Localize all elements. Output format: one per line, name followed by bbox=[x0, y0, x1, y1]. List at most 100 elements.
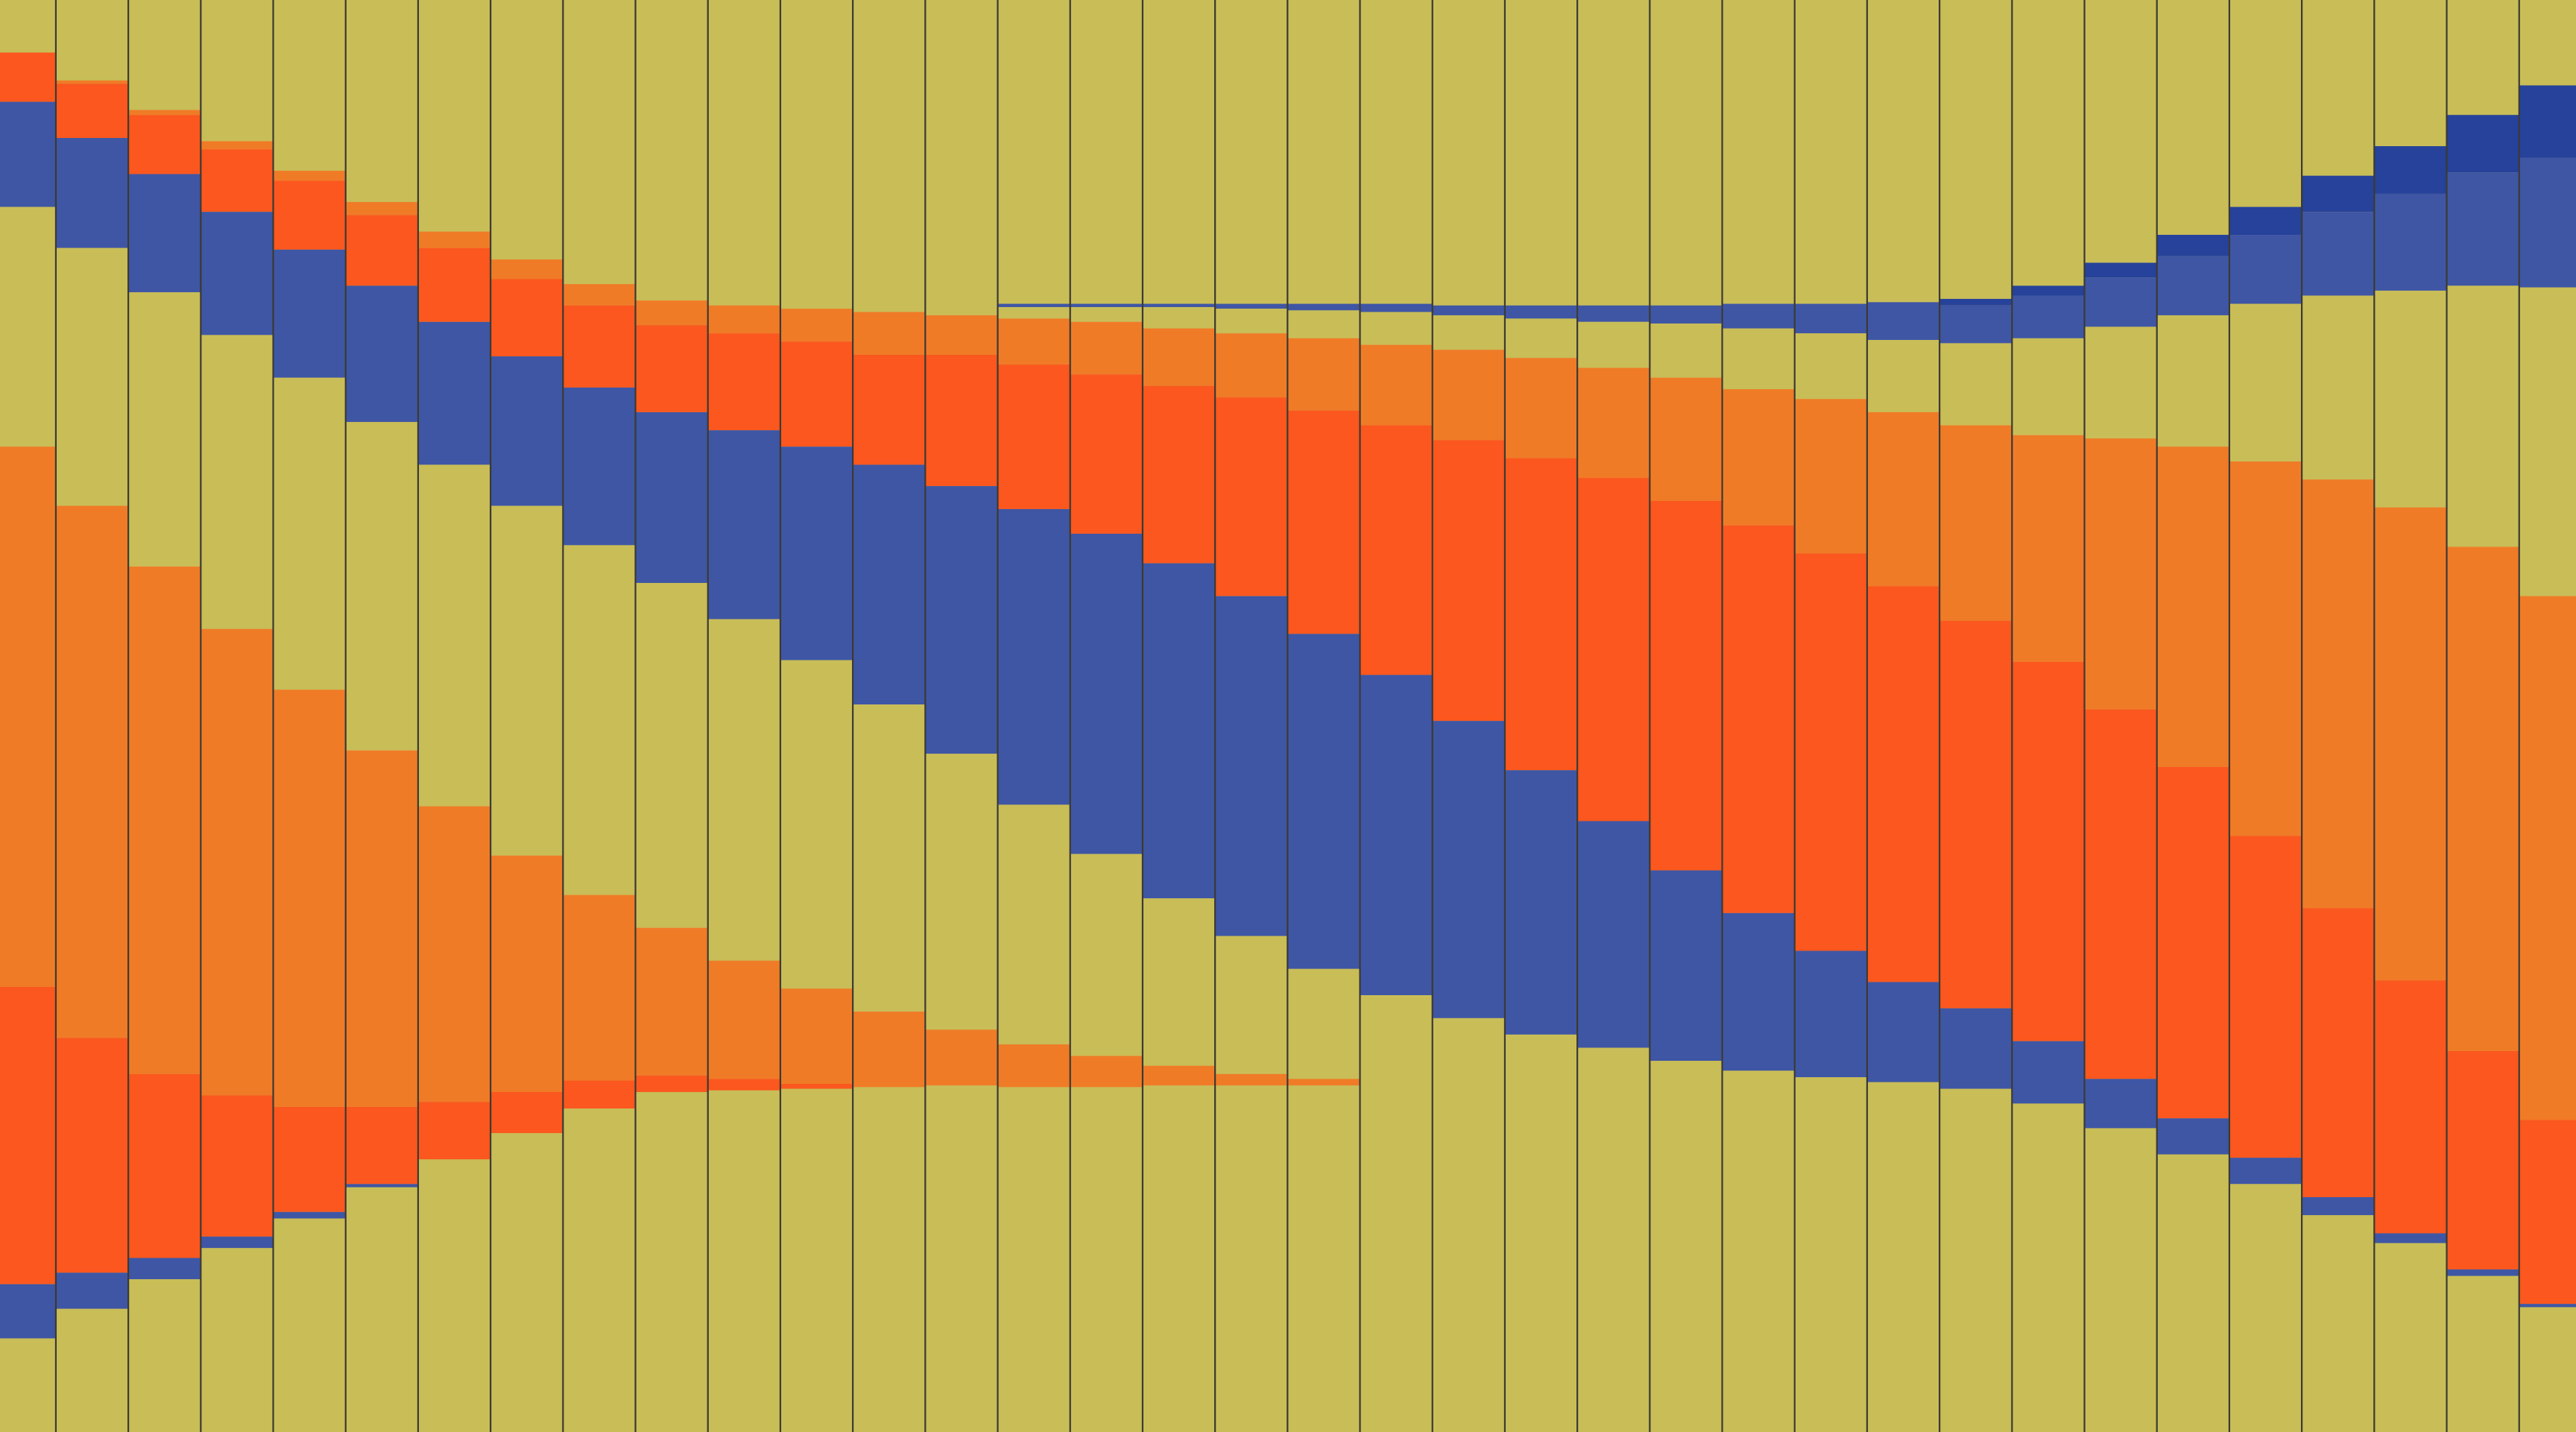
column-segment bbox=[55, 0, 129, 81]
column-segment bbox=[1142, 385, 1216, 564]
column-segment bbox=[1215, 397, 1288, 596]
column-segment bbox=[273, 180, 346, 250]
column-segment bbox=[1577, 821, 1650, 1048]
column-segment bbox=[997, 303, 1070, 307]
column-segment bbox=[0, 1284, 56, 1339]
column-segment bbox=[417, 1159, 491, 1432]
column-2 bbox=[55, 0, 129, 1432]
column-segment bbox=[345, 201, 418, 215]
column-4 bbox=[201, 0, 274, 1432]
column-segment bbox=[1287, 410, 1360, 634]
column-segment bbox=[997, 318, 1070, 365]
column-segment bbox=[563, 284, 636, 306]
column-35 bbox=[2446, 0, 2519, 1432]
column-segment bbox=[1866, 982, 1940, 1082]
column-segment bbox=[563, 1080, 636, 1109]
column-20 bbox=[1360, 0, 1433, 1432]
column-segment bbox=[1287, 634, 1360, 969]
column-segment bbox=[1215, 596, 1288, 936]
column-segment bbox=[1287, 1085, 1360, 1432]
column-segment bbox=[490, 505, 564, 856]
column-segment bbox=[853, 464, 926, 705]
column-segment bbox=[273, 1106, 346, 1212]
column-segment bbox=[1432, 1018, 1505, 1432]
column-22 bbox=[1504, 0, 1578, 1432]
column-segment bbox=[1215, 309, 1288, 334]
column-23 bbox=[1577, 0, 1650, 1432]
column-26 bbox=[1794, 0, 1867, 1432]
column-segment bbox=[1794, 1077, 1867, 1432]
column-19 bbox=[1287, 0, 1360, 1432]
column-segment bbox=[1432, 721, 1505, 1018]
column-segment bbox=[345, 286, 418, 423]
column-segment bbox=[2229, 235, 2302, 304]
column-segment bbox=[1215, 1085, 1288, 1432]
column-segment bbox=[1794, 950, 1867, 1078]
column-segment bbox=[1215, 333, 1288, 398]
column-segment bbox=[2084, 327, 2157, 439]
column-segment bbox=[1794, 333, 1867, 400]
column-segment bbox=[1504, 358, 1578, 458]
column-segment bbox=[490, 1133, 564, 1432]
column-segment bbox=[55, 1038, 129, 1273]
column-segment bbox=[417, 0, 491, 232]
column-segment bbox=[635, 1091, 708, 1432]
column-segment bbox=[707, 1079, 780, 1091]
column-segment bbox=[1722, 389, 1795, 526]
column-segment bbox=[2519, 0, 2576, 86]
column-segment bbox=[2156, 1118, 2229, 1155]
column-segment bbox=[2012, 1041, 2085, 1104]
column-segment bbox=[128, 0, 201, 110]
column-segment bbox=[345, 750, 418, 1107]
column-segment bbox=[1939, 620, 2012, 1009]
column-segment bbox=[1504, 1034, 1578, 1432]
column-29 bbox=[2012, 0, 2085, 1432]
column-segment bbox=[201, 1248, 274, 1432]
column-segment bbox=[1070, 303, 1143, 307]
column-segment bbox=[1722, 0, 1795, 304]
column-segment bbox=[635, 411, 708, 584]
column-segment bbox=[2374, 0, 2447, 147]
column-segment bbox=[1939, 0, 2012, 299]
column-segment bbox=[273, 171, 346, 181]
column-segment bbox=[563, 895, 636, 1081]
column-segment bbox=[2519, 1304, 2576, 1308]
column-segment bbox=[707, 619, 780, 961]
column-segment bbox=[1866, 1082, 1940, 1432]
column-segment bbox=[2012, 435, 2085, 662]
column-segment bbox=[490, 1091, 564, 1134]
column-segment bbox=[1722, 328, 1795, 390]
column-segment bbox=[1650, 323, 1723, 378]
column-segment bbox=[2084, 0, 2157, 263]
column-segment bbox=[2156, 0, 2229, 236]
column-segment bbox=[1360, 995, 1433, 1432]
column-segment bbox=[345, 1184, 418, 1187]
column-segment bbox=[1360, 303, 1433, 312]
column-segment bbox=[2374, 193, 2447, 291]
column-segment bbox=[2374, 1243, 2447, 1432]
column-segment bbox=[490, 0, 564, 260]
column-33 bbox=[2302, 0, 2375, 1432]
column-segment bbox=[1360, 344, 1433, 426]
column-segment bbox=[1142, 0, 1216, 304]
column-segment bbox=[201, 1095, 274, 1237]
column-segment bbox=[1360, 312, 1433, 345]
column-segment bbox=[1794, 0, 1867, 304]
column-17 bbox=[1142, 0, 1216, 1432]
column-segment bbox=[1070, 306, 1143, 322]
column-segment bbox=[925, 1085, 998, 1432]
column-segment bbox=[55, 1308, 129, 1432]
column-segment bbox=[273, 1211, 346, 1219]
column-segment bbox=[1866, 586, 1940, 982]
column-segment bbox=[417, 231, 491, 248]
column-segment bbox=[925, 315, 998, 355]
column-segment bbox=[201, 335, 274, 629]
column-segment bbox=[1070, 1087, 1143, 1432]
column-segment bbox=[2446, 115, 2519, 173]
column-segment bbox=[55, 80, 129, 84]
column-segment bbox=[2519, 157, 2576, 288]
column-segment bbox=[0, 0, 56, 53]
column-segment bbox=[2084, 1079, 2157, 1129]
column-segment bbox=[1142, 1085, 1216, 1432]
column-segment bbox=[925, 0, 998, 315]
